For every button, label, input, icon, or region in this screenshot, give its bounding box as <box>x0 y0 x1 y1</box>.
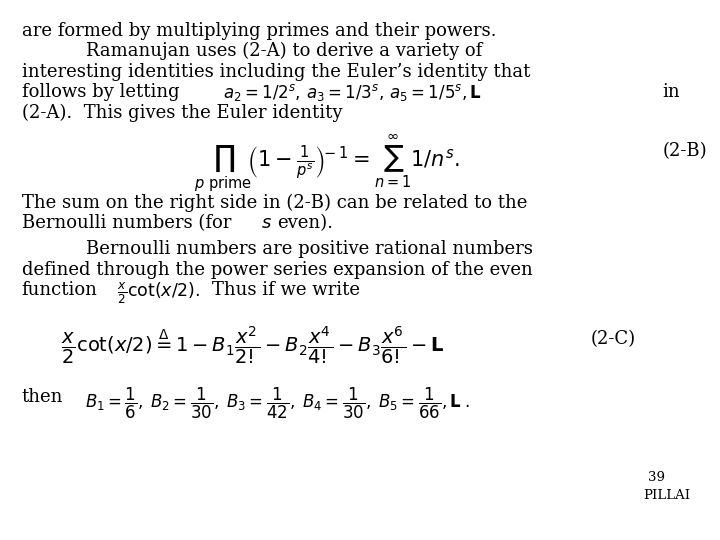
Text: (2-C): (2-C) <box>590 330 636 348</box>
Text: Bernoulli numbers (for: Bernoulli numbers (for <box>22 214 231 232</box>
Text: 39: 39 <box>648 471 665 484</box>
Text: $s$: $s$ <box>261 214 271 232</box>
Text: interesting identities including the Euler’s identity that: interesting identities including the Eul… <box>22 63 530 80</box>
Text: defined through the power series expansion of the even: defined through the power series expansi… <box>22 261 532 279</box>
Text: Bernoulli numbers are positive rational numbers: Bernoulli numbers are positive rational … <box>86 240 534 258</box>
Text: in: in <box>662 83 680 101</box>
Text: are formed by multiplying primes and their powers.: are formed by multiplying primes and the… <box>22 22 496 39</box>
Text: Ramanujan uses (2-A) to derive a variety of: Ramanujan uses (2-A) to derive a variety… <box>86 42 482 60</box>
Text: even).: even). <box>277 214 333 232</box>
Text: $\prod_{p\ \mathrm{prime}} \!\left(1 - \frac{1}{p^s}\right)^{\!\!-1} = \sum_{n=1: $\prod_{p\ \mathrm{prime}} \!\left(1 - \… <box>194 132 460 194</box>
Text: Thus if we write: Thus if we write <box>212 281 361 299</box>
Text: $B_1 = \dfrac{1}{6},\; B_2 = \dfrac{1}{30},\; B_3 = \dfrac{1}{42},\; B_4 = \dfra: $B_1 = \dfrac{1}{6},\; B_2 = \dfrac{1}{3… <box>85 386 470 421</box>
Text: function: function <box>22 281 97 299</box>
Text: (2-B): (2-B) <box>662 142 707 160</box>
Text: $a_2 = 1/2^s,\, a_3 = 1/3^s,\, a_5 = 1/5^s, \mathbf{L}$: $a_2 = 1/2^s,\, a_3 = 1/3^s,\, a_5 = 1/5… <box>223 82 482 103</box>
Text: then: then <box>22 388 63 406</box>
Text: $\dfrac{x}{2}\mathrm{cot}(x/2) \overset{\Delta}{=} 1 - B_1\dfrac{x^2}{2!} - B_2\: $\dfrac{x}{2}\mathrm{cot}(x/2) \overset{… <box>61 324 445 366</box>
Text: $\frac{x}{2}\mathrm{cot}(x/2).$: $\frac{x}{2}\mathrm{cot}(x/2).$ <box>117 280 200 306</box>
Text: The sum on the right side in (2-B) can be related to the: The sum on the right side in (2-B) can b… <box>22 193 527 212</box>
Text: (2-A).  This gives the Euler identity: (2-A). This gives the Euler identity <box>22 104 342 122</box>
Text: follows by letting: follows by letting <box>22 83 179 101</box>
Text: PILLAI: PILLAI <box>643 489 690 502</box>
